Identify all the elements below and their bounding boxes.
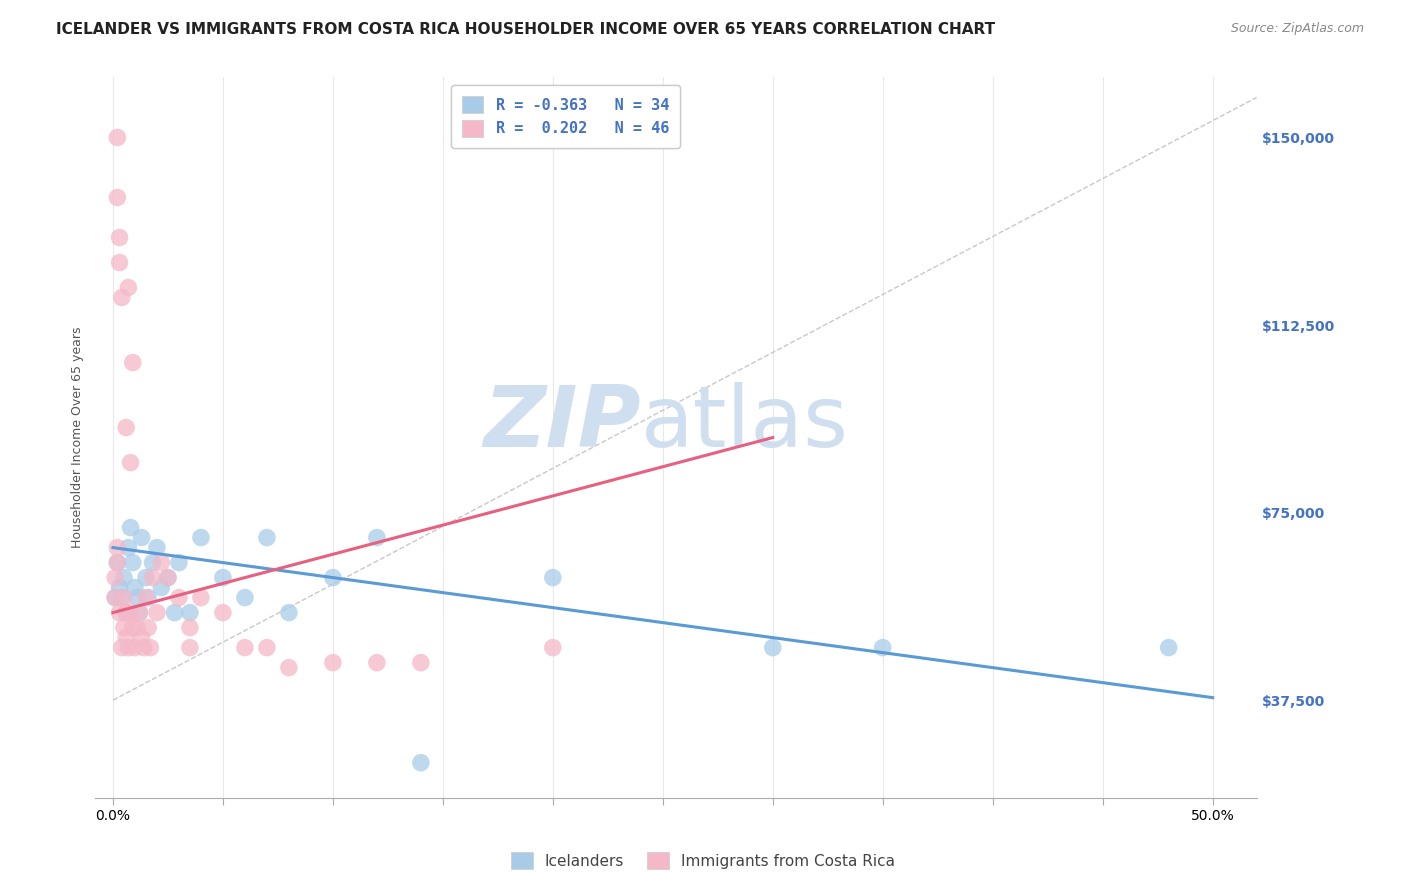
Point: [409, 756, 432, 770]
Point: [115, 606, 138, 620]
Point: [366, 656, 388, 670]
Point: [111, 591, 134, 605]
Point: [104, 571, 127, 585]
Legend: R = -0.363   N = 34, R =  0.202   N = 46: R = -0.363 N = 34, R = 0.202 N = 46: [451, 85, 679, 148]
Point: [105, 556, 128, 570]
Point: [121, 556, 143, 570]
Point: [121, 621, 143, 635]
Point: [131, 631, 153, 645]
Point: [190, 531, 212, 545]
Point: [150, 581, 173, 595]
Point: [156, 571, 179, 585]
Point: [167, 591, 190, 605]
Point: [212, 606, 235, 620]
Point: [127, 591, 149, 605]
Point: [179, 621, 201, 635]
Point: [256, 640, 278, 655]
Point: [120, 456, 142, 470]
Point: [135, 591, 157, 605]
Point: [256, 531, 278, 545]
Point: [541, 571, 564, 585]
Point: [762, 640, 785, 655]
Point: [156, 571, 179, 585]
Text: ICELANDER VS IMMIGRANTS FROM COSTA RICA HOUSEHOLDER INCOME OVER 65 YEARS CORRELA: ICELANDER VS IMMIGRANTS FROM COSTA RICA …: [56, 22, 995, 37]
Point: [111, 640, 134, 655]
Text: Source: ZipAtlas.com: Source: ZipAtlas.com: [1230, 22, 1364, 36]
Point: [108, 230, 131, 244]
Y-axis label: Householder Income Over 65 years: Householder Income Over 65 years: [72, 326, 84, 549]
Point: [115, 606, 138, 620]
Point: [127, 621, 149, 635]
Point: [108, 606, 131, 620]
Point: [104, 591, 127, 605]
Point: [105, 556, 128, 570]
Point: [146, 541, 169, 555]
Point: [128, 606, 150, 620]
Point: [117, 280, 139, 294]
Point: [277, 660, 299, 674]
Point: [277, 606, 299, 620]
Point: [115, 631, 138, 645]
Point: [322, 571, 344, 585]
Legend: Icelanders, Immigrants from Costa Rica: Icelanders, Immigrants from Costa Rica: [505, 846, 901, 875]
Point: [409, 656, 432, 670]
Point: [132, 640, 155, 655]
Point: [112, 571, 135, 585]
Point: [541, 640, 564, 655]
Text: ZIP: ZIP: [484, 382, 641, 465]
Point: [167, 556, 190, 570]
Point: [120, 520, 142, 534]
Point: [135, 571, 157, 585]
Point: [233, 640, 256, 655]
Point: [190, 591, 212, 605]
Point: [105, 130, 128, 145]
Point: [108, 581, 131, 595]
Point: [112, 621, 135, 635]
Point: [120, 606, 142, 620]
Point: [111, 291, 134, 305]
Point: [128, 606, 150, 620]
Point: [322, 656, 344, 670]
Point: [163, 606, 186, 620]
Point: [146, 606, 169, 620]
Point: [124, 640, 146, 655]
Point: [179, 606, 201, 620]
Point: [179, 640, 201, 655]
Point: [121, 355, 143, 369]
Point: [131, 531, 153, 545]
Point: [117, 640, 139, 655]
Point: [104, 591, 127, 605]
Point: [1157, 640, 1180, 655]
Point: [872, 640, 894, 655]
Point: [108, 255, 131, 269]
Point: [212, 571, 235, 585]
Text: atlas: atlas: [641, 382, 849, 465]
Point: [136, 591, 159, 605]
Point: [150, 556, 173, 570]
Point: [141, 571, 163, 585]
Point: [233, 591, 256, 605]
Point: [366, 531, 388, 545]
Point: [141, 556, 163, 570]
Point: [124, 581, 146, 595]
Point: [136, 621, 159, 635]
Point: [115, 420, 138, 434]
Point: [105, 190, 128, 204]
Point: [112, 591, 135, 605]
Point: [139, 640, 162, 655]
Point: [105, 541, 128, 555]
Point: [117, 541, 139, 555]
